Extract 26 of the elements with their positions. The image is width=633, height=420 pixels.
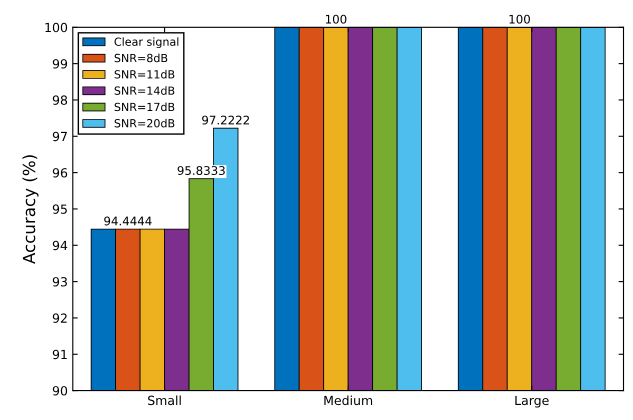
data-label: 100 [510,14,530,24]
y-tick-label: 96 [52,168,68,178]
y-axis-title: Accuracy (%) [22,155,39,264]
legend-label: SNR=20dB [114,118,174,128]
y-tick-label: 91 [52,350,67,360]
y-tick-label: 93 [52,277,67,287]
y-tick-label: 95 [52,204,67,214]
y-tick-label: 100 [45,22,68,32]
y-tick-label: 98 [52,95,68,105]
y-tick-label: 90 [52,386,68,396]
x-tick-label: Small [148,395,181,406]
x-tick-label: Medium [324,395,372,406]
y-tick-label: 94 [52,240,68,250]
legend-label: SNR=17dB [114,102,174,112]
legend-label: SNR=14dB [114,86,174,95]
y-tick-label: 92 [52,313,67,323]
legend-label: SNR=8dB [114,54,168,62]
y-tick-label: 99 [52,59,68,69]
data-label: 100 [326,14,346,24]
x-tick-label: Large [515,396,549,408]
legend-label: Clear signal [114,37,178,48]
y-tick-label: 97 [52,132,67,142]
legend-label: SNR=11dB [114,70,174,79]
data-label: 95.8333 [178,166,225,175]
data-label: 94.4444 [104,216,152,226]
data-label: 97.2222 [202,116,249,125]
